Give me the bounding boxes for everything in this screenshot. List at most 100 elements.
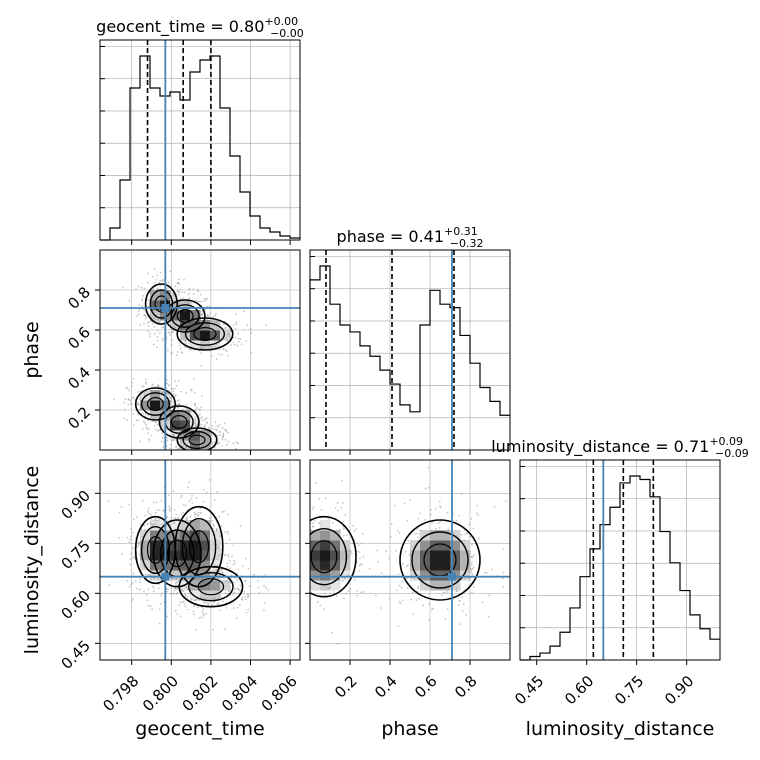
density-cell xyxy=(430,580,441,591)
sample-point xyxy=(395,589,398,592)
sample-point xyxy=(136,403,139,406)
sample-point xyxy=(347,590,350,593)
sample-point xyxy=(140,528,143,531)
sample-point xyxy=(353,578,356,581)
sample-point xyxy=(158,509,161,512)
sample-point xyxy=(202,612,205,615)
x-axis-label-geocent_time: geocent_time xyxy=(135,718,264,740)
density-cell xyxy=(170,430,181,441)
x-tick-label: 0.804 xyxy=(218,672,261,715)
sample-point xyxy=(225,542,228,545)
sample-point xyxy=(202,488,205,491)
sample-point xyxy=(223,422,226,424)
sample-point xyxy=(147,281,149,284)
sample-point xyxy=(181,601,184,603)
contour-line xyxy=(310,527,348,586)
sample-point xyxy=(259,580,261,582)
sample-point xyxy=(148,320,150,323)
sample-point xyxy=(199,507,202,510)
sample-point xyxy=(246,595,249,598)
sample-point xyxy=(121,286,124,289)
contour-line xyxy=(193,327,217,342)
sample-point xyxy=(155,501,158,504)
sample-point xyxy=(348,554,351,557)
sample-point xyxy=(219,549,222,551)
sample-point xyxy=(193,511,196,514)
x-tick-label: 0.798 xyxy=(99,672,142,715)
sample-point xyxy=(155,278,158,281)
sample-point xyxy=(398,600,401,603)
sample-point xyxy=(220,553,222,556)
sample-point xyxy=(188,500,191,503)
sample-point xyxy=(265,586,267,589)
sample-point xyxy=(469,577,471,580)
sample-point xyxy=(204,598,206,600)
sample-point xyxy=(132,572,135,575)
sample-point xyxy=(458,600,461,602)
sample-point xyxy=(147,272,150,275)
sample-point xyxy=(170,516,173,519)
sample-point xyxy=(162,391,165,394)
sample-point xyxy=(307,628,309,630)
y-tick-label: 0.2 xyxy=(64,403,94,433)
sample-point xyxy=(460,493,463,495)
sample-point xyxy=(295,556,297,558)
sample-point xyxy=(144,309,146,312)
sample-point xyxy=(191,494,193,497)
sample-point xyxy=(194,599,197,602)
sample-point xyxy=(245,340,248,342)
sample-point xyxy=(362,555,365,558)
sample-point xyxy=(146,573,149,576)
sample-point xyxy=(410,598,412,601)
sample-point xyxy=(165,516,168,519)
density-cell xyxy=(330,530,341,541)
sample-point xyxy=(218,515,221,518)
sample-point xyxy=(236,344,239,347)
sample-point xyxy=(336,643,339,646)
sample-point xyxy=(172,490,175,493)
sample-point xyxy=(340,506,343,509)
sample-point xyxy=(300,503,302,505)
sample-point xyxy=(361,532,364,535)
sample-point xyxy=(154,282,157,284)
sample-point xyxy=(225,336,228,339)
sample-point xyxy=(343,597,345,600)
density-cell xyxy=(340,550,351,561)
sample-point xyxy=(229,567,231,570)
density-cell xyxy=(320,520,331,531)
sample-point xyxy=(173,435,176,438)
sample-point xyxy=(443,592,446,594)
sample-point xyxy=(341,479,344,482)
sample-point xyxy=(170,577,173,580)
sample-point xyxy=(131,381,134,384)
sample-point xyxy=(291,528,293,530)
sample-point xyxy=(175,593,178,595)
sample-point xyxy=(343,534,345,537)
sample-point xyxy=(219,594,222,597)
sample-point xyxy=(200,352,202,354)
sample-point xyxy=(284,546,286,548)
sample-point xyxy=(250,351,253,354)
sample-point xyxy=(183,291,186,294)
sample-point xyxy=(190,451,192,453)
sample-point xyxy=(361,542,363,545)
sample-point xyxy=(247,593,250,596)
sample-point xyxy=(226,592,229,595)
sample-point xyxy=(147,305,150,308)
sample-point xyxy=(523,542,525,544)
sample-point xyxy=(294,598,296,600)
sample-point xyxy=(227,553,230,556)
x-tick-label: 0.802 xyxy=(179,672,222,715)
sample-point xyxy=(244,557,247,560)
sample-point xyxy=(162,446,165,449)
density-cell xyxy=(180,560,191,571)
sample-point xyxy=(147,512,150,515)
sample-point xyxy=(130,552,133,555)
sample-point xyxy=(176,350,179,353)
sample-point xyxy=(237,588,240,590)
sample-point xyxy=(215,313,217,315)
sample-point xyxy=(477,513,479,516)
sample-point xyxy=(227,581,230,583)
sample-point xyxy=(189,515,192,518)
sample-point xyxy=(173,295,176,297)
